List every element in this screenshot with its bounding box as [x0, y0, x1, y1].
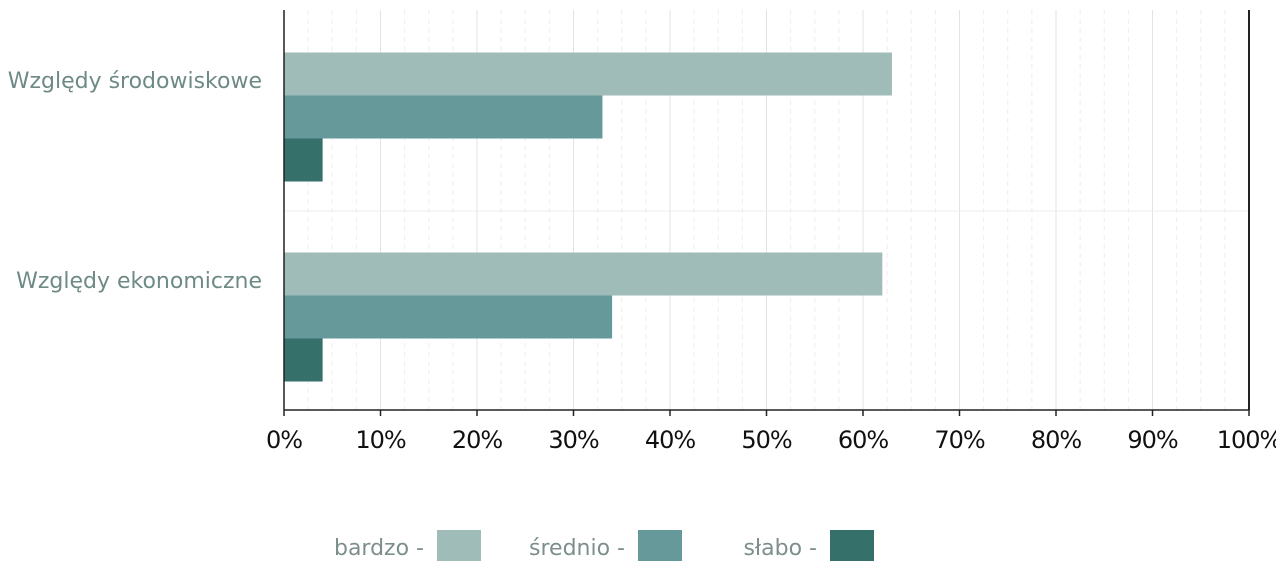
x-tick-label: 10% — [355, 426, 406, 454]
x-tick-label: 40% — [645, 426, 696, 454]
x-tick-label: 80% — [1031, 426, 1082, 454]
bar-2-2 — [284, 295, 613, 339]
legend-swatch — [437, 530, 481, 561]
x-tick-label: 0% — [266, 426, 302, 454]
bar-2-1 — [284, 252, 883, 296]
category-label: Względy środowiskowe — [8, 69, 262, 94]
bars — [284, 52, 892, 382]
x-tick-labels: 0% 10% 20% 30% 40% 50% 60% 70% 80% 90% 100% — [266, 426, 1276, 454]
bar-1-2 — [284, 95, 603, 139]
legend-label: bardzo - — [334, 536, 424, 561]
x-tick-label: 100% — [1217, 426, 1276, 454]
legend-label: średnio - — [529, 536, 625, 561]
x-tick-label: 70% — [934, 426, 985, 454]
legend-swatch — [830, 530, 874, 561]
bar-1-3 — [284, 138, 323, 182]
axes — [283, 10, 1250, 416]
legend: bardzo - średnio - słabo - — [334, 530, 874, 561]
x-tick-label: 30% — [548, 426, 599, 454]
category-label: Względy ekonomiczne — [16, 269, 262, 294]
legend-swatch — [638, 530, 682, 561]
category-labels: Względy środowiskowe Względy ekonomiczne — [8, 69, 262, 294]
x-tick-label: 60% — [838, 426, 889, 454]
bar-2-3 — [284, 338, 323, 382]
bar-1-1 — [284, 52, 892, 96]
x-tick-label: 20% — [452, 426, 503, 454]
legend-label: słabo - — [743, 536, 817, 561]
x-tick-label: 90% — [1127, 426, 1178, 454]
x-tick-label: 50% — [741, 426, 792, 454]
